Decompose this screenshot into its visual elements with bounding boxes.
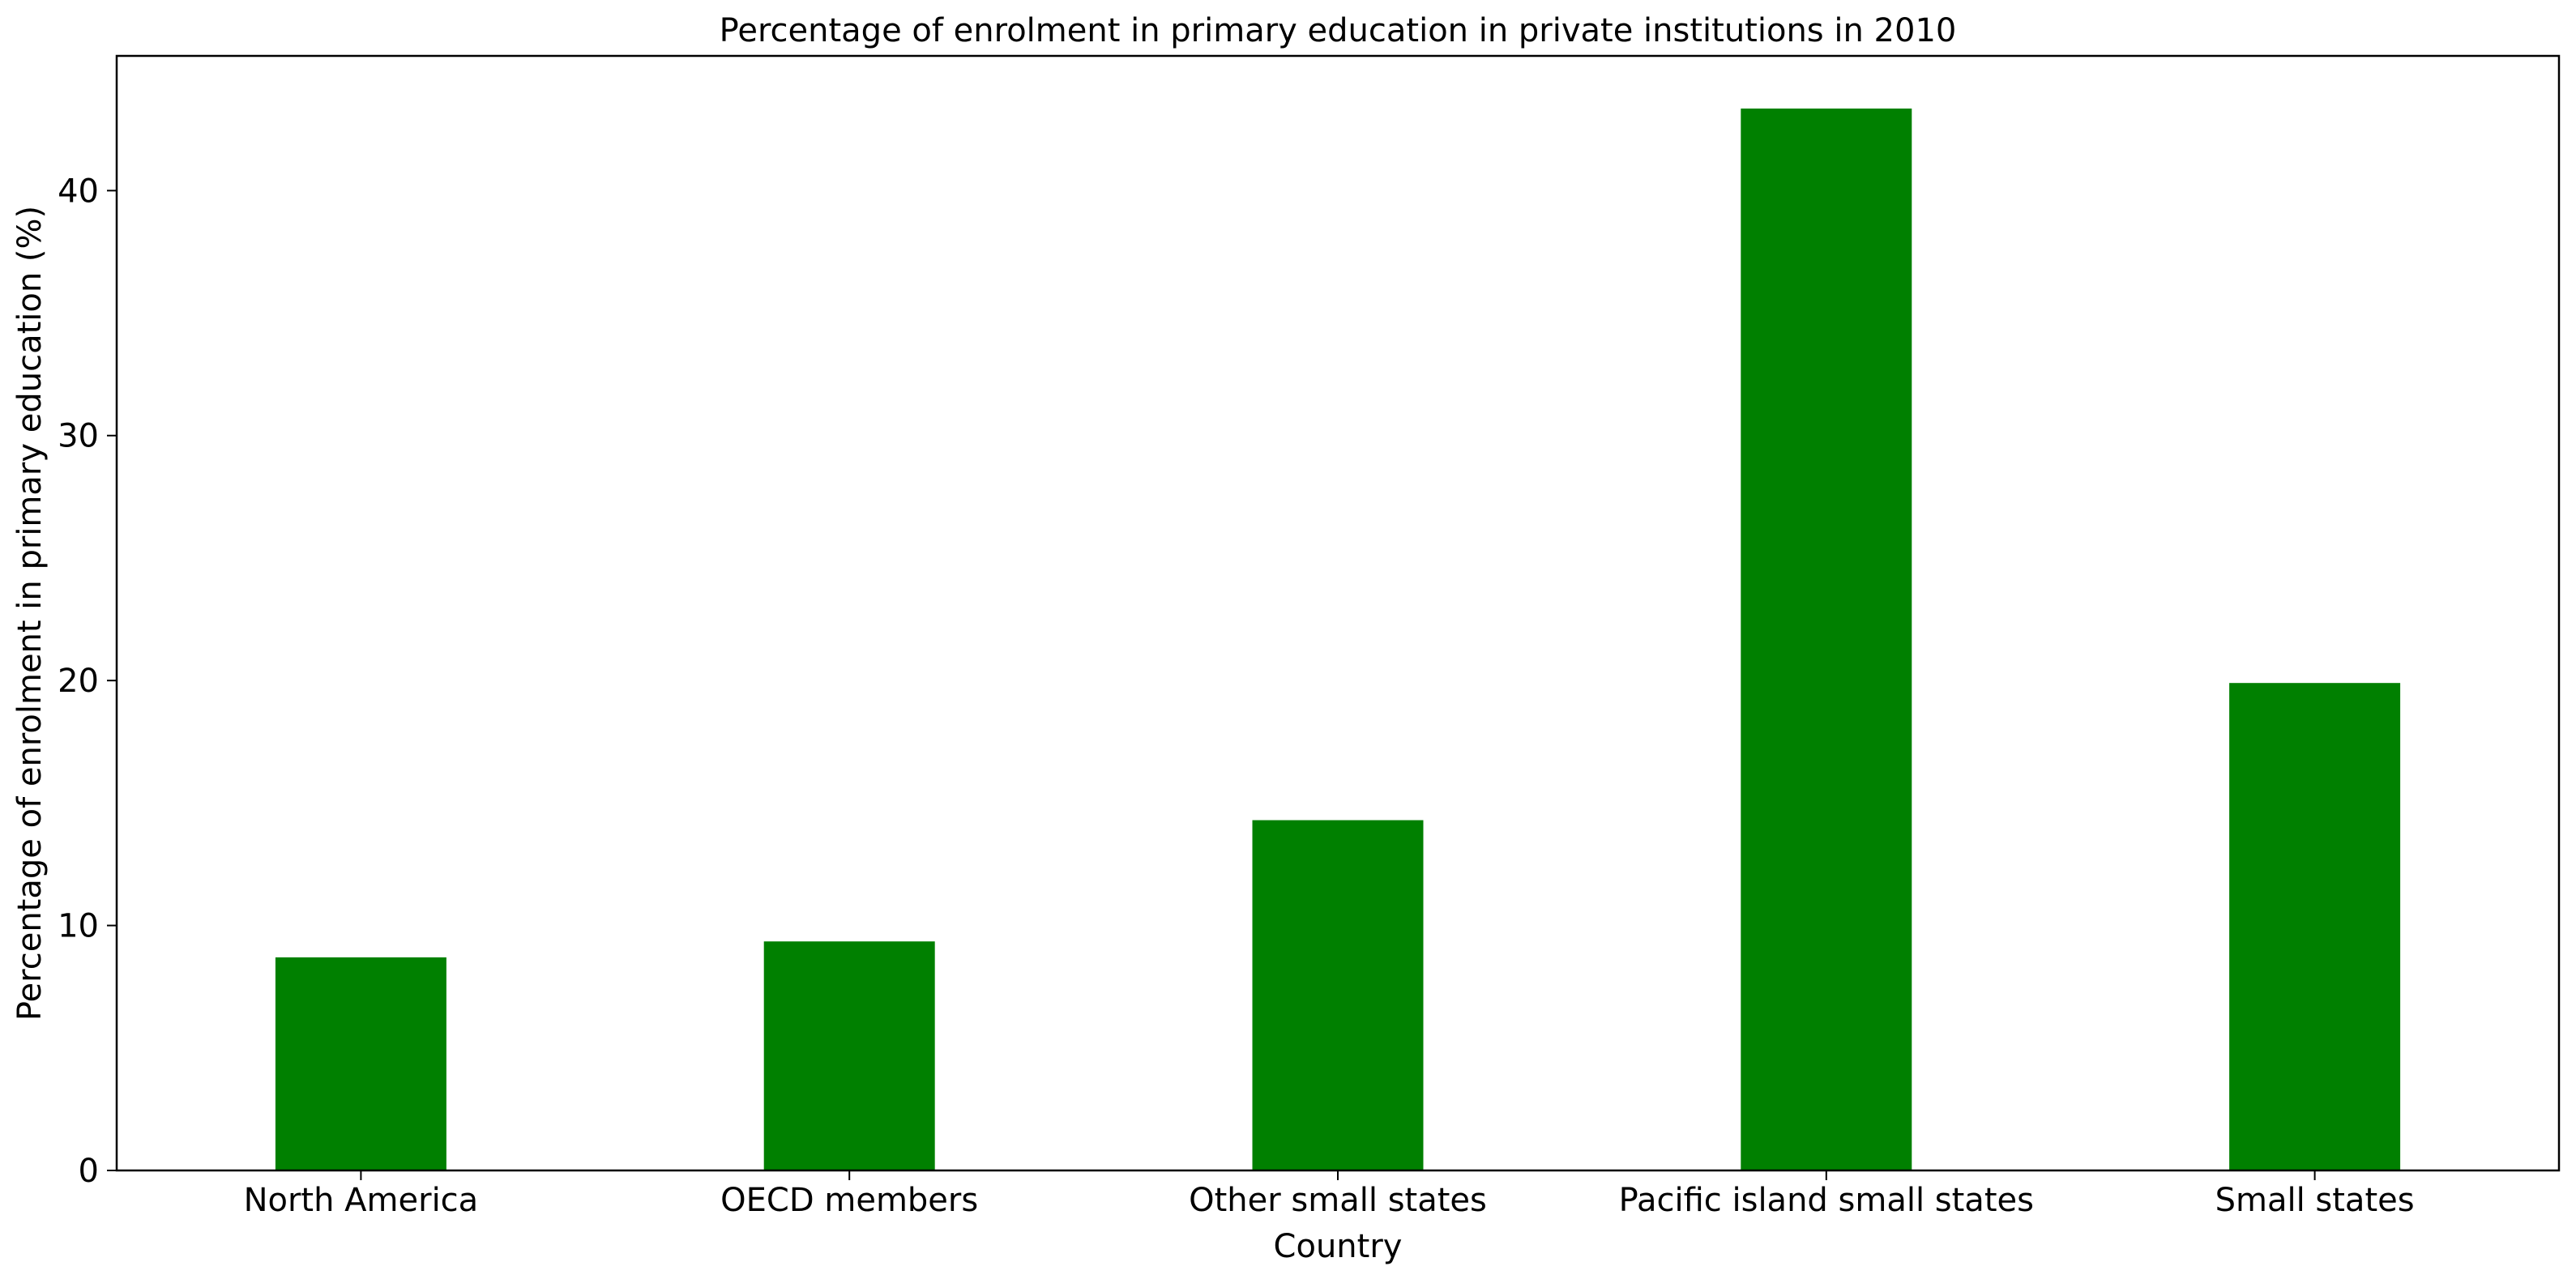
- y-tick-label: 30: [58, 418, 99, 455]
- bar-0: [275, 957, 446, 1170]
- bar-3: [1741, 109, 1912, 1170]
- x-tick-label: OECD members: [720, 1182, 978, 1219]
- x-tick-label: North America: [244, 1182, 479, 1219]
- x-tick-label: Other small states: [1189, 1182, 1487, 1219]
- bar-4: [2229, 683, 2401, 1170]
- x-axis-label: Country: [1274, 1228, 1403, 1265]
- y-tick-label: 10: [58, 908, 99, 945]
- bar-2: [1252, 820, 1424, 1170]
- x-tick-label: Pacific island small states: [1619, 1182, 2034, 1219]
- x-tick-label: Small states: [2215, 1182, 2415, 1219]
- bar-1: [763, 941, 935, 1170]
- y-axis: 0 10 20 30 40: [58, 173, 117, 1190]
- y-tick-label: 0: [79, 1153, 99, 1190]
- y-tick-label: 20: [58, 663, 99, 700]
- y-tick-label: 40: [58, 173, 99, 210]
- y-axis-label: Percentage of enrolment in primary educa…: [11, 206, 49, 1021]
- chart-title: Percentage of enrolment in primary educa…: [720, 12, 1957, 49]
- x-axis: North America OECD members Other small sta…: [244, 1170, 2415, 1219]
- bars-group: [275, 109, 2401, 1170]
